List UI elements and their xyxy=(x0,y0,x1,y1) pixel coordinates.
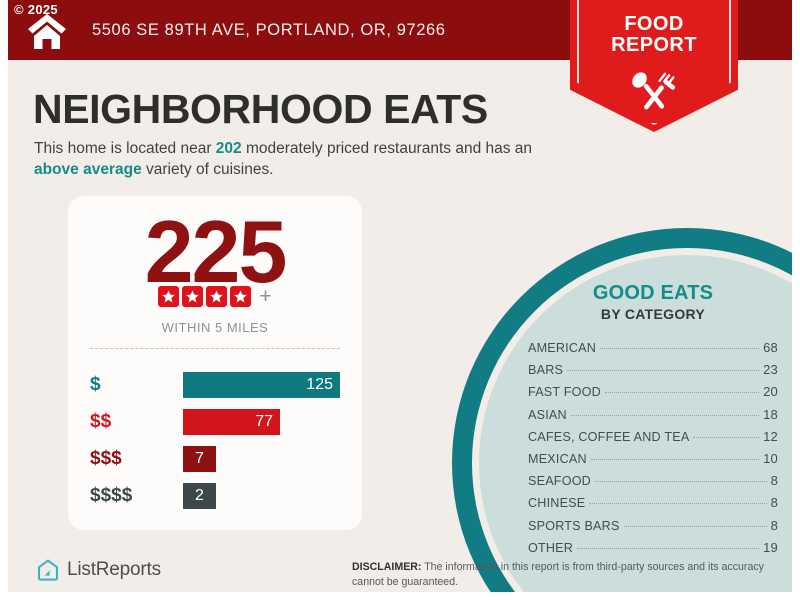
category-count: 18 xyxy=(763,406,778,422)
property-address: 5506 SE 89TH AVE, PORTLAND, OR, 97266 xyxy=(92,21,446,39)
disclaimer: DISCLAIMER: The information in this repo… xyxy=(352,560,792,589)
category-count: 10 xyxy=(763,450,778,466)
price-tier-bar: 7 xyxy=(183,445,216,472)
price-tier-row: $$$ 7 xyxy=(68,440,362,477)
category-count: 8 xyxy=(770,473,778,489)
price-tier-value: 7 xyxy=(195,449,204,467)
category-count: 23 xyxy=(763,362,778,378)
category-row: FAST FOOD 20 xyxy=(528,384,778,406)
category-name: OTHER xyxy=(528,540,574,555)
price-tier-bar: 125 xyxy=(183,371,340,398)
category-leader-dots xyxy=(570,414,760,416)
restaurant-total: 225 xyxy=(144,202,288,301)
price-tier-bar: 2 xyxy=(183,482,216,509)
price-tier-label: $ xyxy=(90,373,101,395)
category-leader-dots xyxy=(590,458,760,460)
category-name: SPORTS BARS xyxy=(528,518,620,533)
disclaimer-label: DISCLAIMER: xyxy=(352,561,422,573)
price-tier-label: $$$ xyxy=(90,447,122,469)
page-subtitle: This home is located near 202 moderately… xyxy=(34,138,564,181)
badge-line-2: REPORT xyxy=(611,34,697,57)
price-tier-row: $$ 77 xyxy=(68,403,362,440)
star-icon xyxy=(230,286,252,307)
within-radius-label: WITHIN 5 MILES xyxy=(161,320,269,335)
category-count: 8 xyxy=(770,517,778,533)
category-name: CHINESE xyxy=(528,496,586,511)
price-tier-bar: 77 xyxy=(183,408,280,435)
copyright-watermark: © 2025 xyxy=(14,2,58,17)
badge-line-1: FOOD xyxy=(624,13,684,35)
category-leader-dots xyxy=(577,547,760,549)
good-eats-title: GOOD EATS xyxy=(592,282,714,304)
category-name: BARS xyxy=(528,363,564,378)
category-leader-dots xyxy=(594,481,767,483)
card-divider xyxy=(90,348,340,349)
price-tier-row: $125 xyxy=(68,366,362,403)
subtitle-text-3: variety of cuisines. xyxy=(141,161,274,179)
price-tier-label: $$ xyxy=(90,410,112,432)
category-name: AMERICAN xyxy=(528,341,597,355)
category-list: AMERICAN 68 BARS 23 FAST FOOD 20 ASIAN 18 CAFES,… xyxy=(528,340,778,562)
price-tier-value: 77 xyxy=(255,412,273,430)
category-count: 8 xyxy=(770,495,778,511)
subtitle-variety-rating: above average xyxy=(34,161,142,179)
category-leader-dots xyxy=(604,392,760,394)
category-name: MEXICAN xyxy=(528,451,587,466)
price-tier-row: $$$$ 2 xyxy=(68,477,362,514)
subtitle-restaurant-count: 202 xyxy=(215,140,242,157)
price-tier-value: 125 xyxy=(306,375,333,393)
badge-outline xyxy=(577,0,731,125)
category-row: SEAFOOD 8 xyxy=(528,473,778,495)
stat-card: 225 + WITHIN 5 MILES $125 $$ 77 $$$ 7 $$$$ 2 xyxy=(68,196,362,530)
listreports-logo[interactable]: ListReports xyxy=(36,558,161,582)
category-leader-dots xyxy=(600,348,760,349)
category-leader-dots xyxy=(567,370,760,372)
category-leader-dots xyxy=(693,436,760,438)
page-title: NEIGHBORHOOD EATS xyxy=(33,86,488,132)
star-icon xyxy=(206,286,228,307)
good-eats-subtitle: BY CATEGORY xyxy=(600,306,706,322)
disclaimer-text: The information in this report is from t… xyxy=(352,561,764,588)
food-report-badge: FOOD REPORT xyxy=(570,0,738,132)
category-leader-dots xyxy=(623,525,767,527)
price-tier-value: 2 xyxy=(195,486,204,504)
category-row: ASIAN 18 xyxy=(528,407,778,429)
listreports-house-icon xyxy=(37,559,59,581)
good-eats-panel: GOOD EATS BY CATEGORY AMERICAN 68 BARS 23 FA… xyxy=(528,282,778,562)
house-icon xyxy=(28,14,66,49)
spoon-fork-icon xyxy=(632,72,676,110)
category-name: CAFES, COFFEE AND TEA xyxy=(528,429,690,444)
star-rating: + xyxy=(68,286,362,307)
subtitle-text-2: moderately priced restaurants and has an xyxy=(241,140,533,157)
category-count: 68 xyxy=(763,340,778,355)
category-row: SPORTS BARS 8 xyxy=(528,518,778,540)
category-count: 12 xyxy=(763,428,778,444)
star-icon xyxy=(158,286,180,307)
category-name: SEAFOOD xyxy=(528,474,591,489)
listreports-wordmark: ListReports xyxy=(67,559,161,580)
category-count: 20 xyxy=(763,384,778,400)
category-count: 19 xyxy=(763,539,778,555)
category-row: MEXICAN 10 xyxy=(528,451,778,473)
category-row: OTHER 19 xyxy=(528,540,778,562)
price-tier-chart: $125 $$ 77 $$$ 7 $$$$ 2 xyxy=(68,366,362,514)
category-leader-dots xyxy=(589,503,767,505)
category-row: CAFES, COFFEE AND TEA 12 xyxy=(528,429,778,451)
category-row: BARS 23 xyxy=(528,362,778,384)
category-name: ASIAN xyxy=(528,407,567,422)
star-plus-label: + xyxy=(259,285,272,308)
category-row: CHINESE 8 xyxy=(528,495,778,517)
badge-title: FOOD REPORT xyxy=(570,13,738,57)
subtitle-text-1: This home is located near xyxy=(34,140,216,157)
category-row: AMERICAN 68 xyxy=(528,340,778,362)
category-name: FAST FOOD xyxy=(528,385,601,400)
star-icon xyxy=(182,286,204,307)
price-tier-label: $$$$ xyxy=(90,484,133,506)
